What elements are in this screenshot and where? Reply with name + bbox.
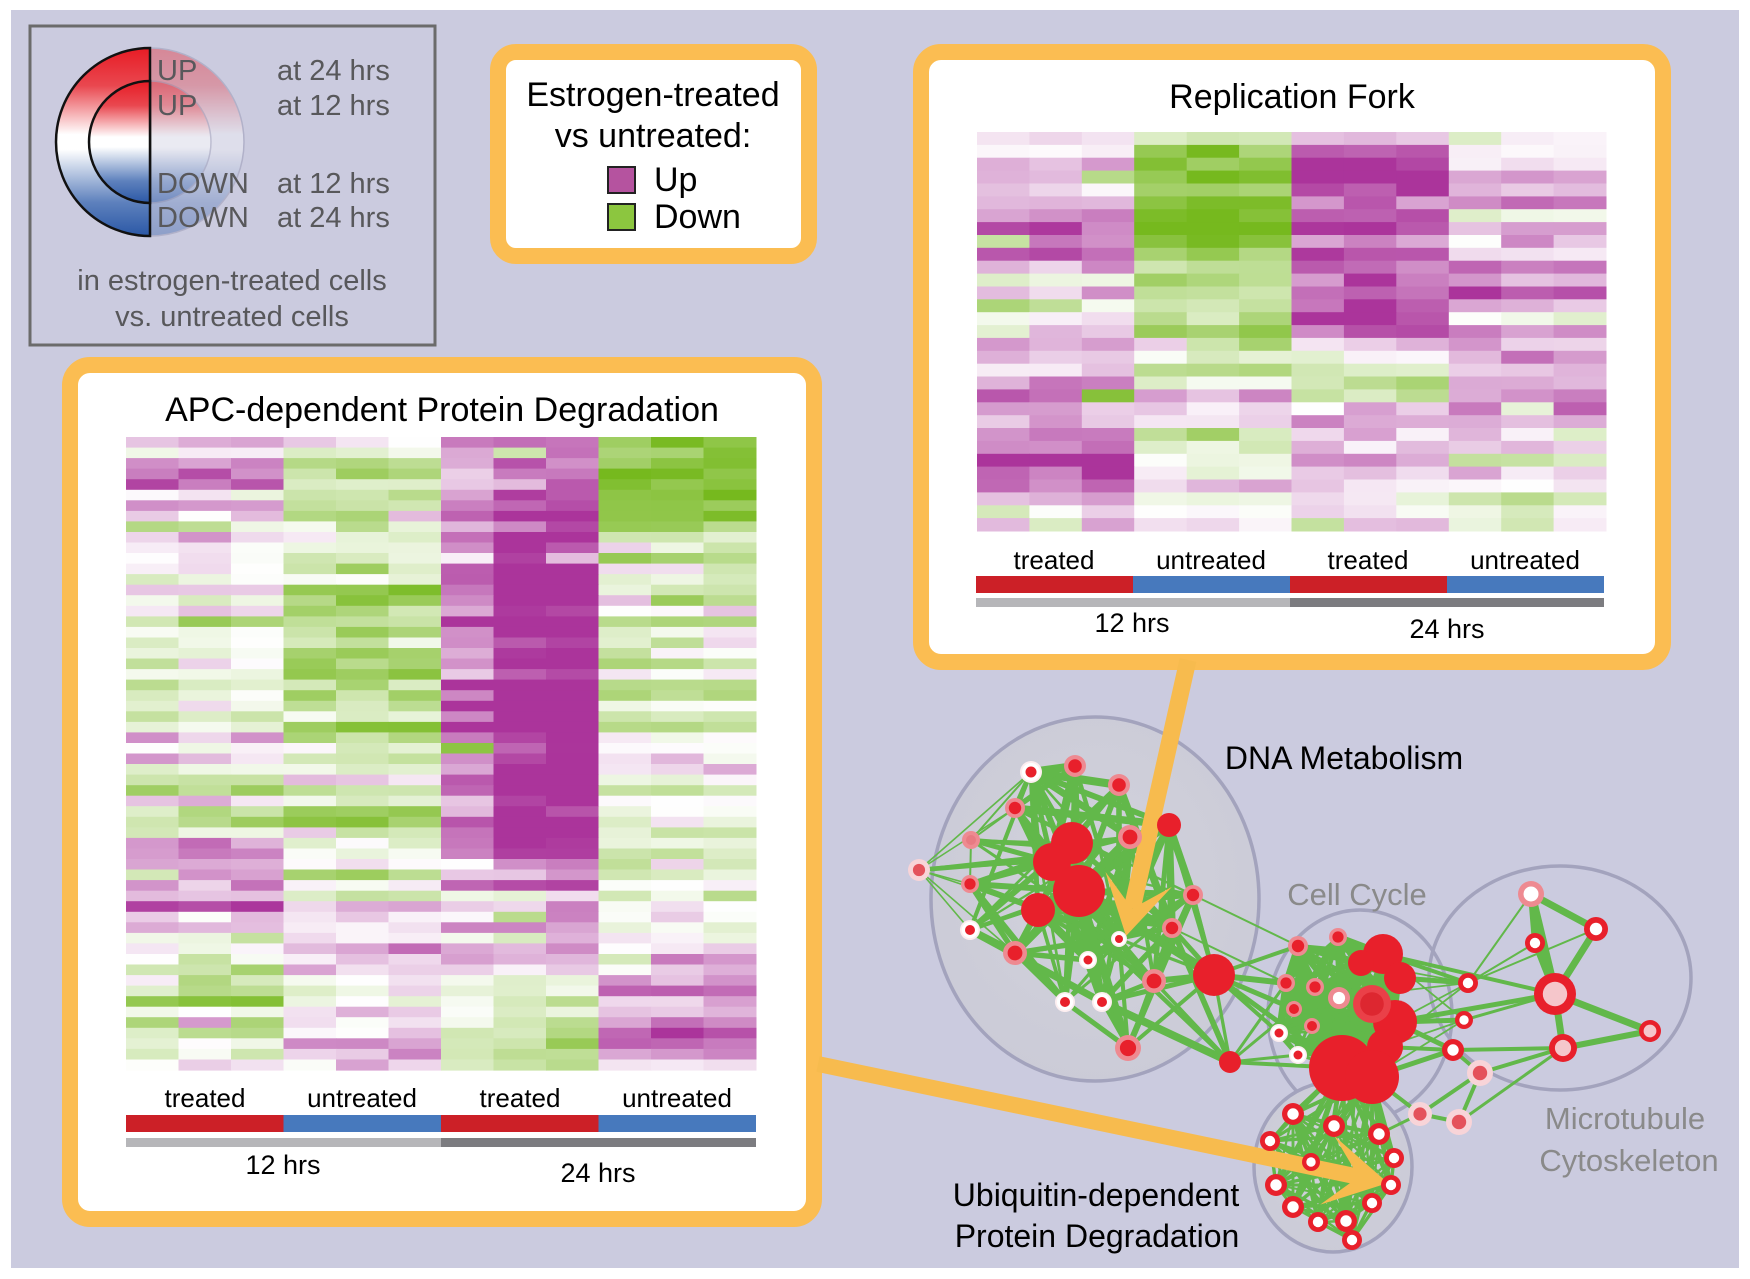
svg-text:Replication Fork: Replication Fork xyxy=(1169,78,1416,116)
svg-text:UP: UP xyxy=(157,90,197,122)
svg-text:Estrogen-treated: Estrogen-treated xyxy=(526,76,779,114)
svg-text:Down: Down xyxy=(654,198,741,236)
svg-text:UP: UP xyxy=(157,55,197,87)
svg-text:in estrogen-treated cells: in estrogen-treated cells xyxy=(77,265,387,297)
svg-text:DOWN: DOWN xyxy=(157,168,249,200)
svg-text:DOWN: DOWN xyxy=(157,202,249,234)
svg-text:Cell Cycle: Cell Cycle xyxy=(1287,877,1427,912)
svg-text:at 12 hrs: at 12 hrs xyxy=(277,168,390,200)
svg-text:Cytoskeleton: Cytoskeleton xyxy=(1539,1143,1718,1178)
svg-text:treated: treated xyxy=(480,1083,561,1113)
svg-text:vs untreated:: vs untreated: xyxy=(555,117,752,155)
svg-text:24 hrs: 24 hrs xyxy=(560,1158,635,1188)
svg-text:treated: treated xyxy=(165,1083,246,1113)
svg-text:untreated: untreated xyxy=(307,1083,417,1113)
svg-text:untreated: untreated xyxy=(1470,545,1580,575)
svg-text:Up: Up xyxy=(654,161,697,199)
svg-text:Microtubule: Microtubule xyxy=(1545,1101,1705,1136)
svg-text:treated: treated xyxy=(1328,545,1409,575)
svg-text:Ubiquitin-dependent: Ubiquitin-dependent xyxy=(953,1177,1240,1213)
svg-text:at 24 hrs: at 24 hrs xyxy=(277,55,390,87)
svg-text:untreated: untreated xyxy=(1156,545,1266,575)
svg-text:DNA Metabolism: DNA Metabolism xyxy=(1225,740,1463,776)
svg-text:Protein Degradation: Protein Degradation xyxy=(955,1218,1240,1254)
svg-text:12 hrs: 12 hrs xyxy=(1094,608,1169,638)
svg-text:at 24 hrs: at 24 hrs xyxy=(277,202,390,234)
svg-text:untreated: untreated xyxy=(622,1083,732,1113)
svg-text:APC-dependent Protein Degradat: APC-dependent Protein Degradation xyxy=(165,391,719,429)
svg-text:treated: treated xyxy=(1014,545,1095,575)
svg-text:vs. untreated cells: vs. untreated cells xyxy=(115,301,349,333)
svg-text:at 12 hrs: at 12 hrs xyxy=(277,90,390,122)
svg-text:12 hrs: 12 hrs xyxy=(245,1150,320,1180)
svg-text:24 hrs: 24 hrs xyxy=(1409,614,1484,644)
